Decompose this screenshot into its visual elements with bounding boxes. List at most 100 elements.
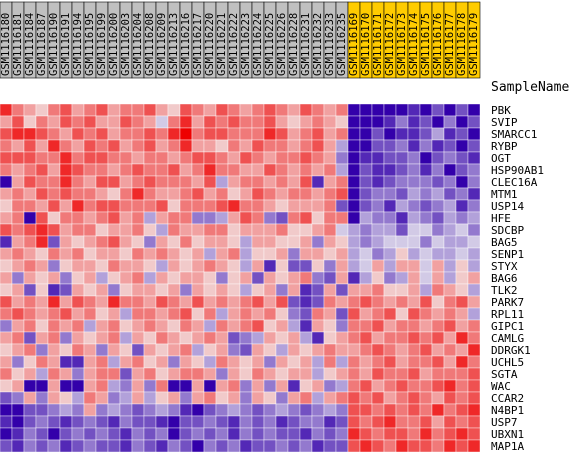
heatmap-cell: [311, 115, 325, 129]
row-label: BAG5: [491, 236, 518, 249]
heatmap-cell: [47, 307, 61, 321]
heatmap-cell: [455, 139, 469, 153]
heatmap-cell: [251, 187, 265, 201]
heatmap-cell: [263, 319, 277, 333]
heatmap-cell: [299, 391, 313, 405]
heatmap-cell: [335, 223, 349, 237]
heatmap-cell: [239, 415, 253, 429]
heatmap-cell: [23, 343, 37, 357]
heatmap-cell: [275, 115, 289, 129]
heatmap-cell: [119, 223, 133, 237]
heatmap-cell: [0, 187, 13, 201]
heatmap-cell: [455, 427, 469, 441]
heatmap-cell: [35, 355, 49, 369]
heatmap-cell: [167, 247, 181, 261]
heatmap-cell: [407, 331, 421, 345]
heatmap-cell: [335, 295, 349, 309]
heatmap-cell: [419, 343, 433, 357]
heatmap-cell: [155, 391, 169, 405]
heatmap-cell: [83, 331, 97, 345]
heatmap-cell: [371, 343, 385, 357]
heatmap-cell: [95, 223, 109, 237]
heatmap-cell: [215, 439, 229, 453]
heatmap-cell: [383, 211, 397, 225]
heatmap-cell: [215, 127, 229, 141]
heatmap-cell: [83, 235, 97, 249]
heatmap-cell: [59, 103, 73, 117]
heatmap-cell: [419, 151, 433, 165]
heatmap-cell: [23, 259, 37, 273]
heatmap-cell: [455, 319, 469, 333]
heatmap-cell: [359, 439, 373, 453]
heatmap-cell: [0, 319, 13, 333]
heatmap-cell: [467, 151, 481, 165]
heatmap-cell: [395, 151, 409, 165]
heatmap-cell: [455, 379, 469, 393]
heatmap-cell: [335, 259, 349, 273]
heatmap-cell: [419, 439, 433, 453]
heatmap-cell: [383, 403, 397, 417]
heatmap-cell: [119, 103, 133, 117]
heatmap-cell: [227, 163, 241, 177]
heatmap-cell: [467, 343, 481, 357]
heatmap-cell: [299, 127, 313, 141]
heatmap-cell: [299, 295, 313, 309]
heatmap-cell: [23, 127, 37, 141]
heatmap-cell: [323, 175, 337, 189]
heatmap-cell: [407, 427, 421, 441]
heatmap-cell: [191, 307, 205, 321]
heatmap-cell: [239, 319, 253, 333]
heatmap-cell: [239, 139, 253, 153]
heatmap-cell: [203, 163, 217, 177]
heatmap-cell: [0, 355, 13, 369]
heatmap-cell: [359, 247, 373, 261]
heatmap-cell: [131, 103, 145, 117]
heatmap-cell: [359, 319, 373, 333]
heatmap-cell: [71, 331, 85, 345]
heatmap-cell: [431, 283, 445, 297]
heatmap-cell: [227, 199, 241, 213]
heatmap-cell: [323, 223, 337, 237]
heatmap-cell: [59, 247, 73, 261]
heatmap-cell: [119, 415, 133, 429]
heatmap-cell: [287, 187, 301, 201]
column-header-cell: [467, 1, 481, 79]
heatmap-cell: [287, 379, 301, 393]
heatmap-cell: [239, 307, 253, 321]
heatmap-cell: [35, 427, 49, 441]
heatmap-cell: [335, 115, 349, 129]
heatmap-cell: [263, 151, 277, 165]
heatmap-cell: [11, 211, 25, 225]
heatmap-cell: [203, 151, 217, 165]
heatmap-cell: [443, 343, 457, 357]
heatmap-cell: [107, 175, 121, 189]
heatmap-cell: [443, 235, 457, 249]
heatmap-cell: [227, 223, 241, 237]
heatmap-cell: [95, 367, 109, 381]
heatmap-cell: [167, 163, 181, 177]
heatmap-cell: [395, 235, 409, 249]
heatmap-cell: [23, 235, 37, 249]
heatmap-cell: [347, 139, 361, 153]
heatmap-cell: [407, 103, 421, 117]
heatmap-cell: [203, 175, 217, 189]
heatmap-cell: [119, 259, 133, 273]
heatmap-cell: [467, 295, 481, 309]
column-label: GSM1116224: [252, 13, 264, 76]
heatmap-cell: [311, 403, 325, 417]
heatmap-cell: [107, 271, 121, 285]
heatmap-cell: [263, 307, 277, 321]
heatmap-cell: [335, 127, 349, 141]
heatmap-cell: [407, 151, 421, 165]
heatmap-cell: [455, 307, 469, 321]
heatmap-cell: [107, 391, 121, 405]
heatmap-cell: [179, 223, 193, 237]
heatmap-cell: [383, 379, 397, 393]
heatmap-cell: [11, 247, 25, 261]
heatmap-cell: [47, 283, 61, 297]
heatmap-cell: [455, 127, 469, 141]
heatmap-cell: [47, 211, 61, 225]
heatmap-cell: [371, 355, 385, 369]
heatmap-cell: [179, 331, 193, 345]
heatmap-cell: [11, 415, 25, 429]
